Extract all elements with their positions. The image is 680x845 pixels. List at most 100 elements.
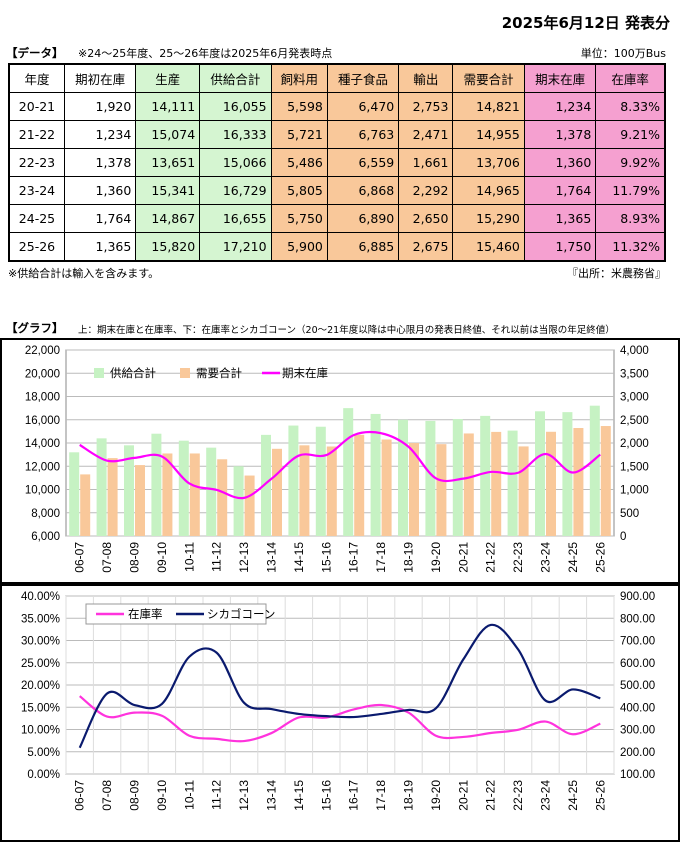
unit-label: 単位：100万Bus: [580, 47, 666, 60]
bar-total-supply: [589, 405, 600, 536]
y-tick-left: 16,000: [25, 415, 60, 427]
footnote: ※供給合計は輸入を含みます。: [8, 267, 160, 280]
table-cell: 6,470: [326, 92, 400, 121]
table-cell: 2,471: [398, 120, 454, 149]
table-row: 23-24 1,360 15,341 16,729 5,805 6,868 2,292 14,…: [8, 176, 666, 205]
data-note: ※24～25年度、25～26年度は2025年6月発表時点: [78, 47, 333, 60]
x-tick-label: 12-13: [237, 542, 251, 573]
x-tick-label: 22-23: [511, 542, 525, 573]
y-tick-right: 800.00: [620, 613, 655, 625]
x-tick-label: 25-26: [593, 780, 607, 811]
legend-label: 需要合計: [196, 366, 242, 380]
table-cell: 1,365: [523, 204, 597, 233]
table-row: 21-22 1,234 15,074 16,333 5,721 6,763 2,471 14,…: [8, 120, 666, 149]
table-cell: 25-26: [8, 232, 65, 262]
bar-total-supply: [124, 445, 134, 536]
bar-total-supply: [206, 447, 217, 536]
table-cell: 2,650: [398, 204, 454, 233]
x-tick-label: 16-17: [347, 780, 361, 811]
graph-note: 上：期末在庫と在庫率、下：在庫率とシカゴコーン（20～21年度以降は中心限月の発…: [78, 325, 615, 336]
table-cell: 1,661: [398, 148, 454, 177]
x-tick-label: 25-26: [593, 542, 607, 573]
table-cell: 5,805: [270, 176, 328, 205]
table-cell: 1,378: [63, 148, 137, 177]
legend-label: 在庫率: [128, 607, 163, 621]
table-header-row: 年度 期初在庫 生産 供給合計 飼料用 種子食品 輸出 需要合計 期末在庫 在庫…: [8, 63, 666, 93]
table-cell: 1,750: [523, 232, 597, 262]
table-cell: 15,341: [135, 176, 201, 205]
x-tick-label: 06-07: [73, 780, 87, 811]
col-seed-food: 種子食品: [326, 63, 400, 93]
bar-total-demand: [189, 453, 200, 536]
bar-total-supply: [535, 411, 545, 536]
stock-chart: 6,000 8,000 10,000 12,000 14,000 16,000 18,000…: [0, 338, 680, 584]
table-cell: 14,111: [135, 92, 201, 121]
x-tick-label: 08-09: [128, 780, 142, 811]
supply-demand-table: 年度 期初在庫 生産 供給合計 飼料用 種子食品 輸出 需要合計 期末在庫 在庫…: [8, 63, 666, 262]
table-cell: 6,885: [326, 232, 400, 262]
y-tick-left: 8,000: [31, 508, 60, 520]
bar-total-demand: [162, 453, 173, 536]
bar-total-supply: [562, 412, 573, 536]
table-cell: 15,290: [452, 204, 525, 233]
y-tick-right: 1,000: [620, 485, 649, 497]
bar-total-demand: [600, 426, 611, 536]
bar-total-supply: [370, 413, 381, 536]
x-tick-label: 10-11: [182, 780, 196, 810]
table-cell: 2,292: [398, 176, 454, 205]
table-cell: 2,753: [398, 92, 454, 121]
bar-total-supply: [233, 466, 244, 536]
y-tick-right: 300.00: [620, 725, 655, 737]
table-cell: 15,820: [135, 232, 201, 262]
bar-total-demand: [326, 446, 337, 536]
table-cell: 1,378: [523, 120, 597, 149]
y-tick-left: 25.00%: [21, 658, 60, 670]
table-cell: 1,360: [63, 176, 137, 205]
x-tick-label: 19-20: [429, 780, 443, 811]
bar-total-supply: [507, 430, 518, 536]
col-production: 生産: [135, 63, 201, 93]
table-row: 22-23 1,378 13,651 15,066 5,486 6,559 1,661 13,…: [8, 148, 666, 177]
x-tick-label: 19-20: [429, 542, 443, 573]
col-export: 輸出: [398, 63, 454, 93]
bar-total-demand: [546, 431, 556, 536]
table-cell: 13,706: [452, 148, 525, 177]
y-tick-left: 0.00%: [27, 769, 60, 781]
x-tick-label: 09-10: [155, 542, 169, 573]
table-cell: 1,360: [523, 148, 597, 177]
bar-total-supply: [315, 426, 326, 536]
x-tick-label: 23-24: [539, 542, 553, 573]
x-tick-label: 24-25: [566, 780, 580, 811]
y-tick-left: 20,000: [25, 368, 60, 380]
x-tick-label: 15-16: [319, 542, 333, 573]
bar-total-supply: [178, 440, 189, 536]
table-cell: 1,234: [63, 120, 137, 149]
table-row: 20-21 1,920 14,111 16,055 5,598 6,470 2,753 14,…: [8, 92, 666, 121]
table-cell: 5,598: [270, 92, 328, 121]
table-cell: 1,764: [63, 204, 137, 233]
bar-total-demand: [463, 433, 474, 536]
x-tick-label: 24-25: [566, 542, 580, 573]
bar-total-supply: [452, 419, 463, 536]
legend-label: 期末在庫: [282, 366, 328, 380]
bar-total-demand: [491, 431, 502, 536]
y-tick-right: 4,000: [620, 345, 649, 357]
col-total-demand: 需要合計: [452, 63, 525, 93]
table-cell: 5,486: [270, 148, 328, 177]
x-tick-label: 06-07: [73, 542, 87, 573]
graph-heading: 【グラフ】: [6, 321, 64, 335]
y-tick-left: 14,000: [25, 438, 60, 450]
legend-swatch: [94, 368, 104, 378]
series-line-ending-stock: [79, 430, 601, 500]
bar-total-supply: [288, 425, 299, 536]
table-cell: 6,868: [326, 176, 400, 205]
x-tick-label: 21-22: [484, 780, 498, 811]
bar-total-demand: [354, 434, 365, 536]
report-date: 2025年6月12日 発表分: [501, 14, 670, 32]
bar-total-supply: [96, 438, 107, 536]
bar-total-demand: [436, 444, 447, 536]
x-tick-label: 14-15: [292, 542, 306, 573]
legend-swatch: [180, 368, 190, 378]
x-tick-label: 13-14: [265, 780, 279, 811]
x-tick-label: 17-18: [374, 780, 388, 811]
